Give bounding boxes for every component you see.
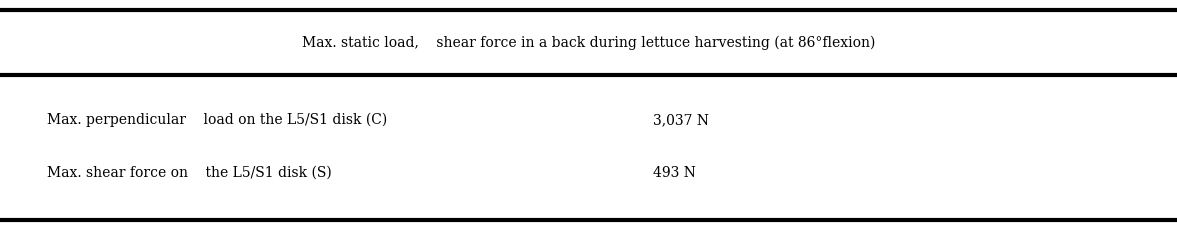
Text: Max. shear force on    the L5/S1 disk (S): Max. shear force on the L5/S1 disk (S) (47, 166, 332, 180)
Text: 3,037 N: 3,037 N (653, 113, 710, 127)
Text: 493 N: 493 N (653, 166, 696, 180)
Text: Max. perpendicular    load on the L5/S1 disk (C): Max. perpendicular load on the L5/S1 dis… (47, 113, 387, 127)
Text: Max. static load,    shear force in a back during lettuce harvesting (at 86°flex: Max. static load, shear force in a back … (301, 35, 876, 49)
